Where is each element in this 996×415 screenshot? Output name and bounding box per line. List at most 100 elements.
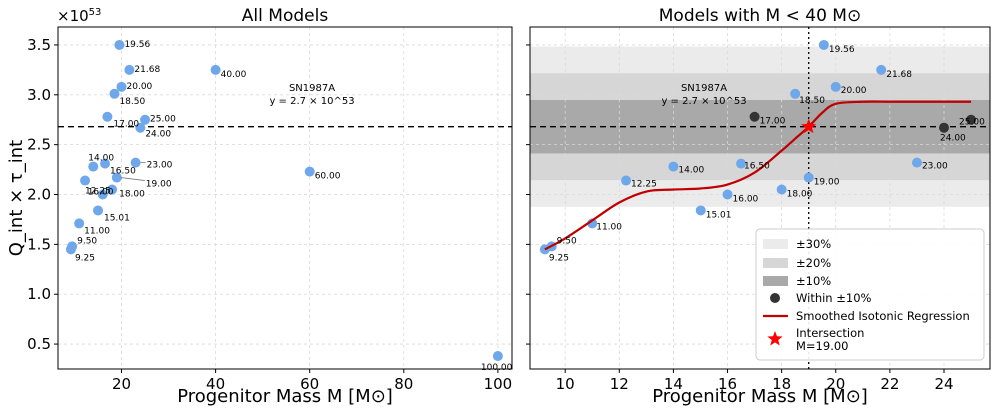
left-point-label: 60.00 bbox=[315, 172, 341, 182]
left-point-label: 19.56 bbox=[124, 40, 150, 50]
legend-label-band20: ±20% bbox=[796, 256, 831, 270]
right-point-label: 20.00 bbox=[841, 86, 867, 96]
right-point-label: 12.25 bbox=[631, 180, 657, 190]
left-point-100.00 bbox=[492, 351, 503, 362]
within-point-24.00 bbox=[939, 122, 949, 133]
legend: ±30% ±20% ±10% Within ±10% Smoothed Isotonic… bbox=[755, 228, 985, 361]
left-point-18.50 bbox=[109, 88, 120, 99]
left-point-9.50 bbox=[67, 241, 78, 252]
legend-label-intersection: Intersection bbox=[796, 326, 864, 340]
left-point-11.00 bbox=[74, 218, 85, 229]
right-sn-value: y = 2.7 × 10^53 bbox=[661, 96, 746, 107]
within-point-17.00 bbox=[749, 111, 760, 122]
left-ytick-label: 1.5 bbox=[27, 235, 51, 253]
axes-frame bbox=[529, 26, 991, 370]
right-point-16.50 bbox=[736, 158, 747, 169]
legend-label-band10: ±10% bbox=[796, 274, 831, 288]
left-xtick-label: 80 bbox=[394, 375, 413, 393]
left-point-20.00 bbox=[116, 81, 127, 92]
legend-marker-within bbox=[770, 293, 780, 303]
left-ylabel: Q_int × τ_int bbox=[6, 140, 27, 256]
left-ytick-label: 2.0 bbox=[27, 186, 51, 204]
left-title: All Models bbox=[242, 6, 329, 26]
right-xtick-label: 12 bbox=[610, 375, 629, 393]
right-point-16.00 bbox=[722, 189, 733, 200]
left-point-label: 15.01 bbox=[104, 213, 130, 223]
left-point-18.00 bbox=[107, 184, 118, 195]
left-point-label: 20.00 bbox=[127, 82, 153, 92]
left-point-label: 9.25 bbox=[75, 253, 95, 263]
right-point-label: 16.00 bbox=[733, 195, 759, 205]
right-xtick-label: 20 bbox=[826, 375, 845, 393]
legend-marker-star bbox=[767, 331, 783, 346]
right-xtick-label: 22 bbox=[880, 375, 899, 393]
left-ytick-label: 3.5 bbox=[27, 36, 51, 54]
left-ytick-label: 3.0 bbox=[27, 86, 51, 104]
left-point-16.00 bbox=[97, 189, 108, 200]
right-xtick-label: 24 bbox=[934, 375, 953, 393]
left-point-17.00 bbox=[102, 111, 113, 122]
left-point-19.00 bbox=[111, 172, 122, 183]
right-point-18.00 bbox=[776, 184, 787, 195]
left-point-label: 14.00 bbox=[88, 154, 114, 164]
right-point-label: 18.50 bbox=[799, 96, 825, 106]
right-point-14.00 bbox=[668, 161, 679, 172]
left-point-40.00 bbox=[210, 64, 221, 75]
right-point-15.01 bbox=[695, 205, 706, 216]
left-point-label: 18.50 bbox=[119, 97, 145, 107]
left-point-label: 9.50 bbox=[77, 236, 97, 246]
legend-label-within: Within ±10% bbox=[796, 291, 872, 305]
left-point-label: 19.00 bbox=[146, 180, 172, 190]
right-point-label: 17.00 bbox=[760, 117, 786, 127]
left-xtick-label: 100 bbox=[484, 375, 513, 393]
left-point-23.00 bbox=[130, 157, 141, 168]
left-leader-line bbox=[120, 177, 145, 181]
legend-swatch-band20 bbox=[763, 258, 788, 268]
left-xtick-label: 60 bbox=[300, 375, 319, 393]
legend-label-regression: Smoothed Isotonic Regression bbox=[796, 309, 970, 323]
left-sn-value: y = 2.7 × 10^53 bbox=[269, 96, 354, 107]
left-point-60.00 bbox=[304, 166, 315, 177]
left-point-label: 24.00 bbox=[145, 130, 171, 140]
left-point-21.68 bbox=[124, 64, 135, 75]
y-scale-label: ×1053 bbox=[57, 7, 101, 25]
left-point-label: 40.00 bbox=[221, 70, 247, 80]
right-point-12.25 bbox=[621, 175, 632, 186]
left-point-label: 11.00 bbox=[84, 226, 110, 236]
right-point-18.50 bbox=[790, 88, 801, 99]
legend-label-band30: ±30% bbox=[796, 237, 831, 251]
left-point-19.56 bbox=[114, 39, 125, 50]
left-point-25.00 bbox=[140, 114, 151, 125]
left-xtick-label: 20 bbox=[112, 375, 131, 393]
right-point-label: 15.01 bbox=[706, 210, 732, 220]
right-point-19.56 bbox=[818, 39, 829, 50]
right-point-19.00 bbox=[803, 172, 814, 183]
right-point-23.00 bbox=[911, 157, 922, 168]
left-ytick-label: 0.5 bbox=[27, 335, 51, 353]
within-point-25.00 bbox=[966, 114, 977, 125]
left-xtick-label: 40 bbox=[206, 375, 225, 393]
left-point-label: 12.25 bbox=[85, 187, 111, 197]
legend-sublabel-intersection: M=19.00 bbox=[796, 339, 848, 353]
left-point-15.01 bbox=[93, 205, 104, 216]
left-xlabel: Progenitor Mass M [M⊙] bbox=[177, 386, 393, 407]
right-point-20.00 bbox=[830, 81, 841, 92]
left-point-label: 16.50 bbox=[110, 167, 136, 177]
right-point-label: 24.00 bbox=[940, 134, 966, 144]
right-point-label: 19.00 bbox=[814, 178, 840, 188]
left-point-label: 25.00 bbox=[150, 115, 176, 125]
legend-swatch-band10 bbox=[763, 276, 788, 286]
right-point-label: 25.00 bbox=[959, 118, 985, 128]
regression-curve bbox=[544, 100, 972, 251]
left-point-label: 100.00 bbox=[481, 363, 513, 373]
legend-box bbox=[755, 228, 985, 361]
axes-frame bbox=[57, 26, 513, 370]
right-xtick-label: 10 bbox=[556, 375, 575, 393]
right-point-label: 19.56 bbox=[829, 45, 855, 55]
left-ytick-label: 1.0 bbox=[27, 285, 51, 303]
right-title: Models with M < 40 M⊙ bbox=[659, 6, 861, 26]
right-point-label: 21.68 bbox=[886, 70, 912, 80]
right-point-label: 9.25 bbox=[549, 253, 569, 263]
